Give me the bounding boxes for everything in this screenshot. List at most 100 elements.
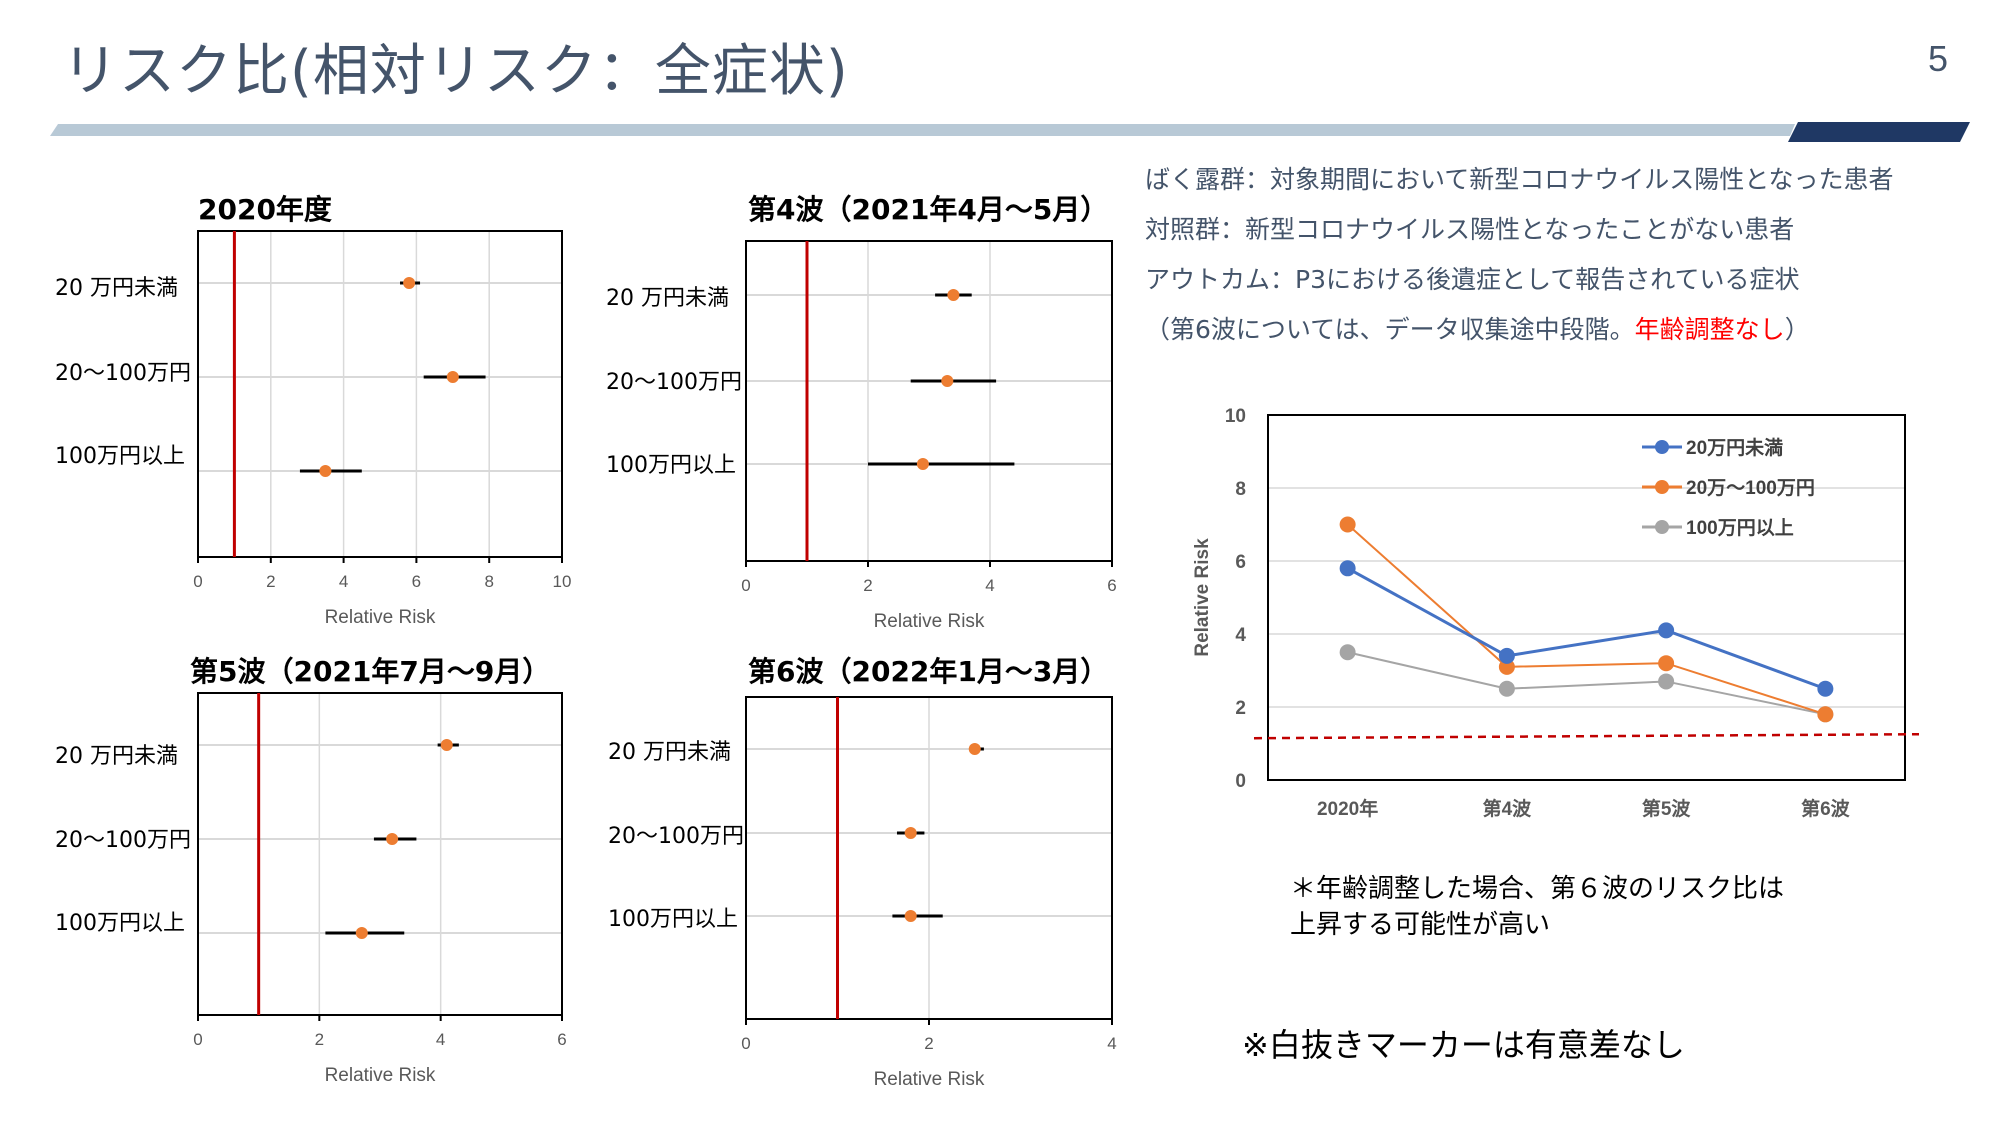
- x-tick-label: 6: [412, 572, 421, 591]
- forest-title: 第4波（2021年4月〜5月）: [748, 193, 1109, 226]
- row-label: 20〜100万円: [606, 370, 742, 395]
- series-marker: [1339, 644, 1356, 661]
- note-wave6-suffix: ）: [1784, 315, 1810, 344]
- note-wave6-red: 年齢調整なし: [1634, 315, 1785, 344]
- row-label: 100万円以上: [55, 911, 185, 936]
- y-tick-label: 4: [1235, 625, 1246, 646]
- x-tick-label: 4: [1107, 1034, 1116, 1053]
- estimate-point: [319, 465, 332, 477]
- line-chart: 0 2 4 6 8 10 Relative Risk 2020年 第4波 第5波 第6波 20万円未満…: [1192, 406, 1920, 820]
- plot-frame: [1267, 414, 1906, 781]
- series-marker: [1498, 647, 1515, 664]
- x-tick-label: 2: [863, 576, 872, 595]
- plot-frame: [197, 692, 563, 1016]
- x-axis-label: Relative Risk: [325, 1065, 436, 1086]
- estimate-point: [355, 927, 368, 939]
- x-tick-label: 2020年: [1317, 797, 1378, 820]
- series-marker: [1658, 655, 1675, 672]
- estimate-point: [386, 833, 399, 845]
- note-wave6: （第6波については、データ収集途中段階。年齢調整なし）: [1145, 310, 1810, 346]
- x-tick-label: 第4波: [1483, 797, 1533, 820]
- row-label: 100万円以上: [55, 444, 185, 469]
- x-tick-label: 4: [339, 572, 348, 591]
- series-line: [1347, 651, 1826, 716]
- x-tick-label: 10: [553, 572, 572, 591]
- row-label: 100万円以上: [608, 907, 738, 932]
- series-marker: [1339, 516, 1356, 533]
- series-marker: [1339, 560, 1356, 577]
- x-tick-label: 6: [557, 1030, 566, 1049]
- x-axis-label: Relative Risk: [874, 611, 985, 632]
- x-tick-label: 2: [924, 1034, 933, 1053]
- estimate-point: [947, 289, 960, 301]
- legend-marker: [1655, 440, 1669, 454]
- x-tick-label: 0: [193, 1030, 202, 1049]
- forest-title: 第6波（2022年1月〜3月）: [748, 655, 1109, 688]
- estimate-point: [904, 827, 917, 839]
- legend-label: 100万円以上: [1686, 517, 1794, 539]
- series-marker: [1817, 706, 1834, 723]
- x-tick-label: 第6波: [1801, 797, 1851, 820]
- estimate-point: [916, 458, 929, 470]
- note-control-group: 対照群：新型コロナウイルス陽性となったことがない患者: [1145, 215, 1795, 244]
- estimate-point: [941, 375, 954, 387]
- estimate-point: [403, 277, 416, 289]
- bottom-note: ※白抜きマーカーは有意差なし: [1242, 1026, 1685, 1064]
- note-outcome: アウトカム：P3における後遺症として報告されている症状: [1145, 265, 1800, 294]
- series-line: [1346, 523, 1826, 716]
- row-label: 20 万円未満: [55, 744, 178, 769]
- x-tick-label: 4: [436, 1030, 445, 1049]
- estimate-point: [968, 743, 981, 755]
- row-label: 20 万円未満: [55, 276, 178, 301]
- note-wave6-prefix: （第6波については、データ収集途中段階。: [1145, 315, 1635, 344]
- plot-frame: [745, 696, 1113, 1020]
- x-tick-label: 0: [193, 572, 202, 591]
- row-label: 20〜100万円: [55, 361, 191, 386]
- y-tick-label: 6: [1235, 552, 1246, 573]
- row-label: 100万円以上: [606, 453, 736, 478]
- row-label: 20 万円未満: [608, 740, 731, 765]
- slide-title: リスク比(相対リスク：全症状): [62, 39, 849, 104]
- x-axis-label: Relative Risk: [874, 1069, 985, 1090]
- y-tick-label: 8: [1235, 479, 1246, 500]
- row-label: 20〜100万円: [608, 824, 744, 849]
- reference-dashed-line: [1253, 732, 1920, 740]
- forest-plot-2020-svg: 0 2 4 6 8 10 Relative Risk: [193, 230, 572, 628]
- series-marker: [1658, 673, 1675, 690]
- x-tick-label: 2: [266, 572, 275, 591]
- series-marker: [1817, 680, 1834, 697]
- y-axis-label: Relative Risk: [1192, 538, 1213, 657]
- page-number: 5: [1927, 38, 1948, 79]
- title-rule: [50, 122, 1970, 142]
- legend-marker: [1655, 520, 1669, 534]
- series-line: [1346, 566, 1826, 691]
- series-marker: [1498, 680, 1515, 697]
- x-tick-label: 2: [315, 1030, 324, 1049]
- legend-label: 20万〜100万円: [1686, 478, 1815, 499]
- x-axis-label: Relative Risk: [325, 607, 436, 628]
- footnote-line1: ＊年齢調整した場合、第６波のリスク比は: [1290, 874, 1785, 904]
- forest-title: 2020年度: [198, 193, 332, 226]
- y-tick-label: 2: [1235, 698, 1246, 719]
- plot-frame: [197, 230, 563, 558]
- x-tick-label: 0: [741, 1034, 750, 1053]
- forest-plot-wave6-svg: 0 2 4 Relative Risk: [741, 696, 1117, 1090]
- title-rule-light: [50, 124, 1795, 136]
- note-exposed-group: ばく露群：対象期間において新型コロナウイルス陽性となった患者: [1145, 165, 1894, 194]
- forest-plot-wave5-svg: 0 2 4 6 Relative Risk: [193, 692, 567, 1086]
- x-tick-label: 6: [1107, 576, 1116, 595]
- row-label: 20 万円未満: [606, 286, 729, 311]
- forest-title: 第5波（2021年7月〜9月）: [190, 655, 551, 688]
- footnote-line2: 上昇する可能性が高い: [1290, 910, 1551, 940]
- y-tick-label: 0: [1235, 771, 1246, 792]
- x-tick-label: 8: [484, 572, 493, 591]
- estimate-point: [440, 739, 453, 751]
- legend-marker: [1655, 480, 1669, 494]
- x-tick-label: 4: [985, 576, 994, 595]
- title-rule-dark: [1788, 122, 1970, 142]
- series-marker: [1498, 658, 1515, 675]
- legend-label: 20万円未満: [1686, 436, 1783, 459]
- estimate-point: [904, 910, 917, 922]
- series-marker: [1658, 622, 1675, 639]
- x-tick-label: 第5波: [1642, 797, 1692, 820]
